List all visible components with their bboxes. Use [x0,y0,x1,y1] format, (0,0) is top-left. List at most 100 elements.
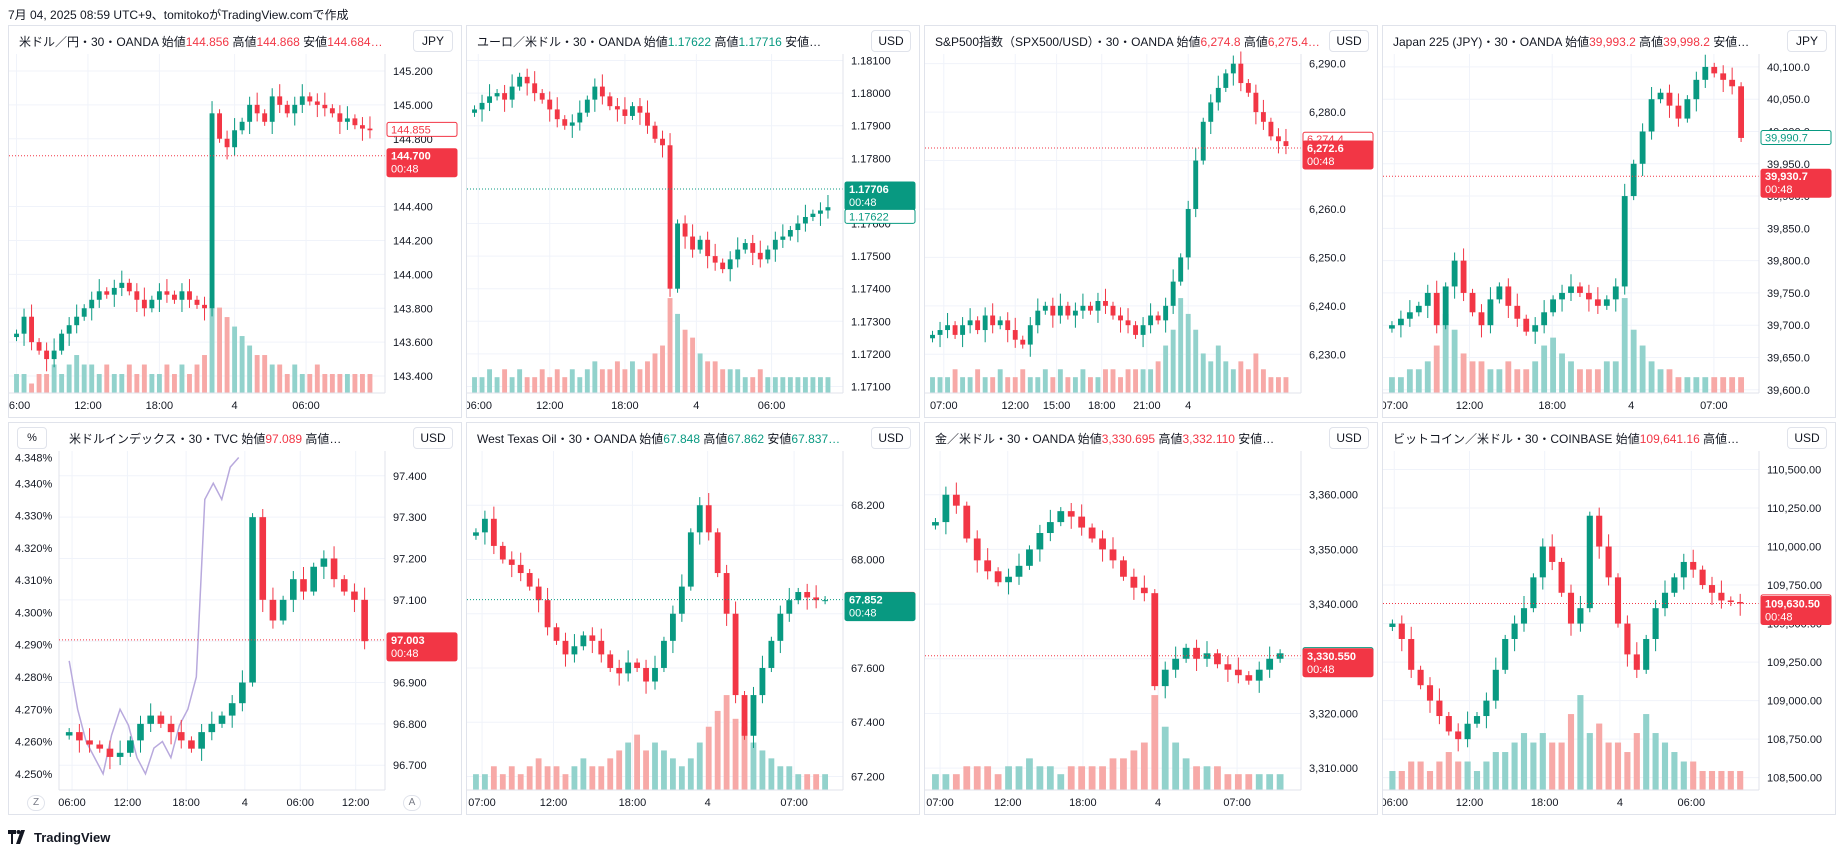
candle-body [1120,560,1127,577]
auto-scale-button[interactable]: A [403,795,421,811]
volume-bar [254,355,260,393]
candle-body [502,93,508,100]
price-axis-tick: 1.17800 [851,153,891,165]
time-axis-tick: 4 [1617,797,1623,809]
candle-body [1200,121,1206,161]
candle-body [1178,257,1184,282]
chart-panel-xauusd[interactable]: 金／米ドル・30・OANDA 始値3,330.695 高値3,332.110 安… [924,422,1378,815]
volume-bar [1057,369,1063,393]
price-axis-tick: 39,750.0 [1767,288,1810,300]
panel-title[interactable]: S&P500指数（SPX500/USD）・30・OANDA 始値6,274.8 … [933,32,1322,51]
panel-title[interactable]: 米ドルインデックス・30・TVC 始値97.089 高値… [67,429,344,448]
price-axis-tick: 67.600 [851,663,885,675]
ohlc-value: 1.17622 [667,35,715,49]
chart-panel-jp225[interactable]: Japan 225 (JPY)・30・OANDA 始値39,993.2 高値39… [1382,25,1836,418]
volume-bar [1193,329,1199,393]
chart-canvas[interactable]: 145.200145.000144.800144.400144.200144.0… [9,26,461,417]
volume-bar [967,377,973,393]
candle-body [473,532,479,536]
left-axis-unit[interactable]: % [17,427,47,449]
price-axis-tick: 109,000.00 [1767,696,1822,708]
candle-body [1035,310,1041,326]
currency-selector[interactable]: USD [871,30,911,52]
price-axis-tick: 108,750.00 [1767,734,1822,746]
volume-bar [1550,337,1557,393]
currency-selector[interactable]: USD [1787,427,1827,449]
volume-bar [994,774,1002,790]
ohlc-value: 97.089 [265,432,306,446]
chart-canvas[interactable]: 68.20068.00067.80067.60067.40067.20067.8… [467,423,919,814]
chart-canvas[interactable]: 6,290.06,280.06,270.06,260.06,250.06,240… [925,26,1377,417]
volume-bar [1469,361,1476,393]
chart-canvas[interactable]: 110,500.00 110,250.00 110,000.00 109,750.00… [1383,423,1835,814]
volume-bar [1208,361,1214,393]
volume-bar [329,374,335,393]
ohlc-value: 3,332.110 [1182,432,1239,446]
chart-canvas[interactable]: 1.181001.180001.179001.178001.176001.175… [467,26,919,417]
chart-canvas[interactable]: 4.348% 4.340% 4.330% 4.320% 4.310% 4.300% 4.29… [9,423,461,814]
candle-body [712,256,718,263]
currency-selector[interactable]: JPY [1787,30,1827,52]
candle-body [1408,638,1415,670]
panel-title[interactable]: Japan 225 (JPY)・30・OANDA 始値39,993.2 高値39… [1391,32,1752,51]
volume-bar [532,377,538,393]
candle-body [1532,325,1539,332]
candle-body [65,732,73,736]
chart-panel-usdjpy[interactable]: 米ドル／円・30・OANDA 始値144.856 高値144.868 安値144… [8,25,462,418]
volume-bar [997,369,1003,393]
volume-bar [1170,329,1176,393]
panel-title[interactable]: West Texas Oil・30・OANDA 始値67.848 高値67.86… [475,429,843,448]
panel-title[interactable]: 米ドル／円・30・OANDA 始値144.856 高値144.868 安値144… [17,32,385,51]
volume-bar [705,361,711,393]
time-axis-tick: 18:00 [1088,400,1116,412]
currency-selector[interactable]: USD [1329,30,1369,52]
price-axis-tick: 143.400 [393,371,433,383]
chart-panel-dxy[interactable]: 米ドルインデックス・30・TVC 始値97.089 高値… USD% 4.348%… [8,422,462,815]
countdown-text: 00:48 [391,648,419,660]
volume-bar [592,361,598,393]
panel-title[interactable]: ビットコイン／米ドル・30・COINBASE 始値109,641.16 高値… [1391,429,1742,448]
candle-body [1151,593,1159,687]
chart-panel-wti[interactable]: West Texas Oil・30・OANDA 始値67.848 高値67.86… [466,422,920,815]
candle-body [952,494,960,506]
price-axis-tick: 67.200 [851,771,885,783]
candle-body [1215,87,1221,103]
price-label-text: 39,990.7 [1765,132,1808,144]
chart-panel-btcusd[interactable]: ビットコイン／米ドル・30・COINBASE 始値109,641.16 高値… … [1382,422,1836,815]
candle-body [1727,600,1734,603]
volume-bar [1035,377,1041,393]
chart-canvas[interactable]: 40,100.040,050.040,000.039,950.039,900.0… [1383,26,1835,417]
currency-selector[interactable]: JPY [413,30,453,52]
volume-bar [494,377,500,393]
candle-body [1170,281,1176,306]
currency-selector[interactable]: USD [1329,427,1369,449]
candle-body [1140,325,1146,335]
price-axis-tick: 3,320.000 [1309,708,1358,720]
zoom-button[interactable]: Z [27,795,45,811]
candle-body [1451,260,1458,287]
volume-bar [1015,766,1023,790]
candle-body [1523,318,1530,332]
volume-bar [580,758,587,790]
panel-title[interactable]: 金／米ドル・30・OANDA 始値3,330.695 高値3,332.110 安… [933,429,1277,448]
candle-body [322,104,328,109]
candle-body [643,667,649,682]
panel-title[interactable]: ユーロ／米ドル・30・OANDA 始値1.17622 高値1.17716 安値… [475,32,824,51]
chart-panel-spx500[interactable]: S&P500指数（SPX500/USD）・30・OANDA 始値6,274.8 … [924,25,1378,418]
chart-canvas[interactable]: 3,360.0003,350.0003,340.0003,330.0003,32… [925,423,1377,814]
chart-panel-eurusd[interactable]: ユーロ／米ドル・30・OANDA 始値1.17622 高値1.17716 安値…… [466,25,920,418]
candle-body [247,104,253,122]
volume-bar [1065,377,1071,393]
volume-bar [990,377,996,393]
currency-selector[interactable]: USD [413,427,453,449]
candle-body [1586,515,1593,609]
volume-bar [209,298,215,393]
candle-body [96,744,104,749]
candle-body [1442,286,1449,326]
volume-bar [1151,695,1159,790]
volume-bar [1088,766,1096,790]
symbol-name: 米ドルインデックス・30・TVC [69,432,242,446]
candle-body [960,325,966,335]
volume-bar [810,377,816,393]
currency-selector[interactable]: USD [871,427,911,449]
